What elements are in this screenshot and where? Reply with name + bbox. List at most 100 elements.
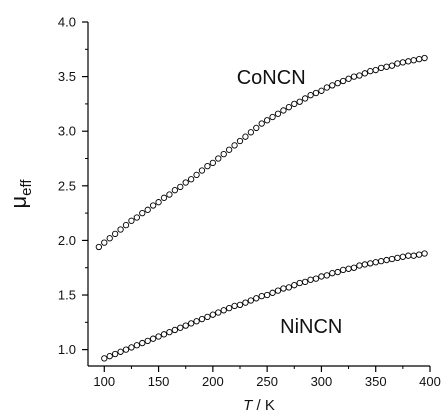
data-point	[345, 75, 352, 82]
data-point	[318, 87, 325, 94]
data-point	[388, 255, 396, 263]
data-point	[242, 299, 249, 306]
data-point	[144, 337, 151, 345]
data-point	[285, 284, 293, 291]
data-point	[394, 60, 401, 67]
data-point	[345, 265, 352, 272]
x-tick-label-150: 150	[148, 374, 170, 389]
data-point	[307, 92, 314, 99]
data-point	[388, 62, 396, 69]
data-point	[329, 82, 336, 89]
data-point	[128, 344, 135, 351]
data-point	[339, 77, 347, 85]
data-point	[187, 176, 195, 183]
data-point	[291, 282, 298, 289]
series-layer	[95, 54, 428, 362]
data-point	[133, 342, 141, 349]
data-point	[101, 355, 108, 362]
data-point	[187, 320, 195, 327]
y-axis-title: μeff	[6, 179, 35, 209]
data-point	[269, 289, 276, 296]
data-point	[356, 72, 363, 79]
data-point	[301, 278, 309, 286]
data-point	[377, 64, 385, 72]
data-point	[215, 155, 222, 162]
data-point	[399, 253, 407, 260]
data-point	[106, 353, 113, 360]
data-point	[301, 95, 309, 102]
data-point	[95, 243, 103, 251]
data-point	[263, 291, 271, 299]
y-ticks: 1.0 1.5 2.0 2.5 3.0 3.5 4.0	[58, 15, 88, 357]
data-point	[258, 292, 265, 300]
data-point	[247, 297, 255, 304]
series-nincn	[101, 250, 428, 362]
x-axis-title-variable: T	[243, 397, 256, 414]
data-point	[122, 221, 130, 229]
data-point	[242, 133, 249, 140]
data-point	[220, 150, 227, 158]
data-point	[372, 259, 379, 266]
y-tick-label-2.5: 2.5	[58, 178, 76, 193]
x-axis-title: T / K	[243, 397, 275, 414]
data-point	[231, 302, 238, 310]
data-point	[139, 339, 146, 347]
data-point	[177, 324, 184, 331]
data-point	[220, 307, 227, 314]
axes	[87, 22, 430, 367]
data-point	[285, 104, 293, 111]
data-point	[274, 110, 282, 117]
y-tick-label-1.5: 1.5	[58, 288, 76, 303]
data-point	[421, 250, 428, 257]
data-point	[182, 179, 189, 186]
data-point	[410, 57, 417, 64]
data-point	[339, 266, 347, 274]
data-point	[291, 100, 298, 108]
data-point	[307, 276, 314, 283]
data-point	[329, 270, 336, 277]
x-tick-label-400: 400	[419, 374, 441, 389]
data-point	[399, 59, 407, 66]
data-point	[421, 54, 428, 62]
data-point	[209, 311, 217, 318]
data-point	[394, 254, 401, 262]
data-point	[171, 187, 179, 194]
data-point	[372, 66, 379, 74]
data-point	[133, 214, 141, 221]
data-point	[318, 273, 325, 280]
data-point	[350, 73, 358, 80]
data-point	[225, 304, 233, 312]
data-point	[128, 217, 135, 224]
y-axis-title-subscript: eff	[18, 179, 35, 196]
y-tick-label-4: 4.0	[58, 15, 76, 30]
data-point	[236, 301, 244, 308]
data-point	[350, 264, 358, 271]
y-tick-label-3.5: 3.5	[58, 69, 76, 84]
data-point	[383, 256, 390, 264]
x-axis-title-unit: / K	[257, 397, 275, 414]
data-point	[361, 261, 369, 268]
data-point	[117, 348, 124, 355]
data-point	[215, 309, 222, 316]
data-point	[198, 315, 206, 323]
x-tick-label-250: 250	[256, 374, 278, 389]
data-point	[166, 328, 173, 336]
data-point	[149, 335, 157, 342]
data-point	[111, 350, 119, 358]
data-point	[139, 209, 146, 217]
x-tick-label-350: 350	[365, 374, 387, 389]
data-point	[106, 235, 113, 242]
y-tick-label-3: 3.0	[58, 124, 76, 139]
y-tick-label-2: 2.0	[58, 233, 76, 248]
data-point	[323, 272, 331, 279]
x-tick-label-300: 300	[311, 374, 333, 389]
data-point	[160, 194, 168, 201]
data-point	[361, 70, 369, 77]
y-axis-title-main: μ	[6, 196, 31, 209]
series-label-nincn: NiNCN	[280, 316, 342, 338]
data-point	[149, 202, 157, 209]
data-point	[334, 80, 341, 87]
data-point	[193, 318, 200, 325]
data-point	[296, 279, 303, 287]
